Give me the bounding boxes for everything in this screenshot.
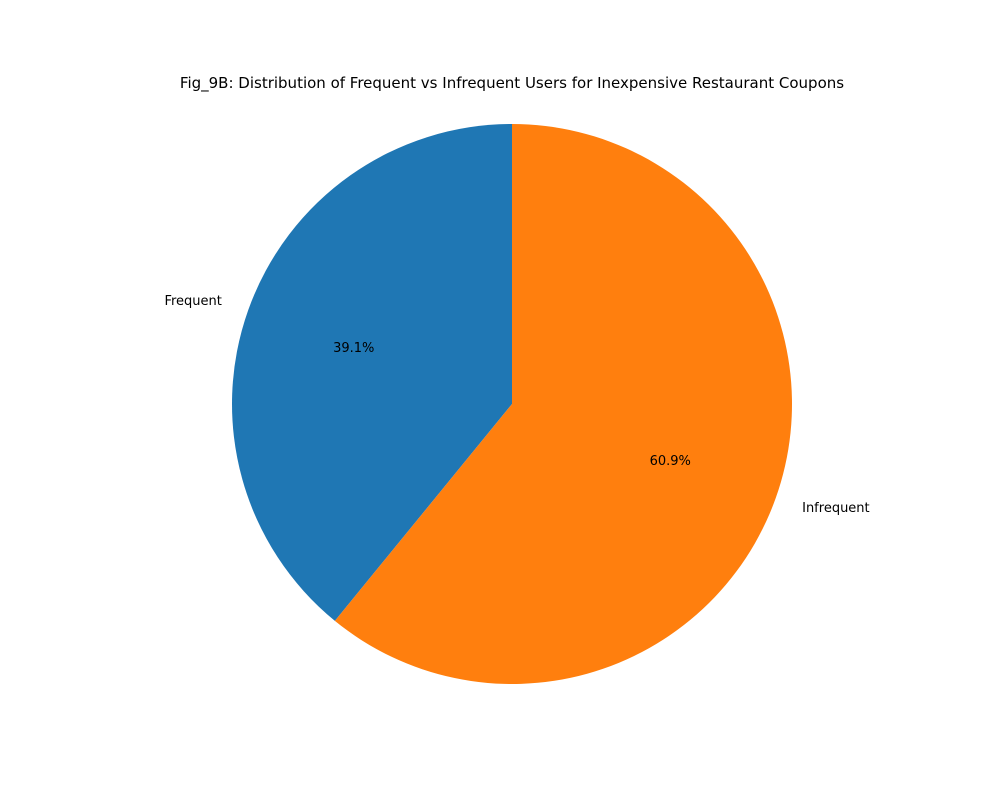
slice-label-frequent: Frequent bbox=[164, 294, 221, 309]
slice-percent-frequent: 39.1% bbox=[333, 341, 374, 356]
slice-percent-infrequent: 60.9% bbox=[650, 454, 691, 469]
pie-labels: Frequent 39.1% Infrequent 60.9% bbox=[164, 294, 869, 516]
chart-title: Fig_9B: Distribution of Frequent vs Infr… bbox=[180, 74, 844, 93]
pie-slices bbox=[231, 124, 792, 684]
pie-slice-infrequent bbox=[334, 124, 792, 684]
pie-slice-frequent bbox=[231, 124, 512, 621]
slice-label-infrequent: Infrequent bbox=[802, 501, 870, 516]
